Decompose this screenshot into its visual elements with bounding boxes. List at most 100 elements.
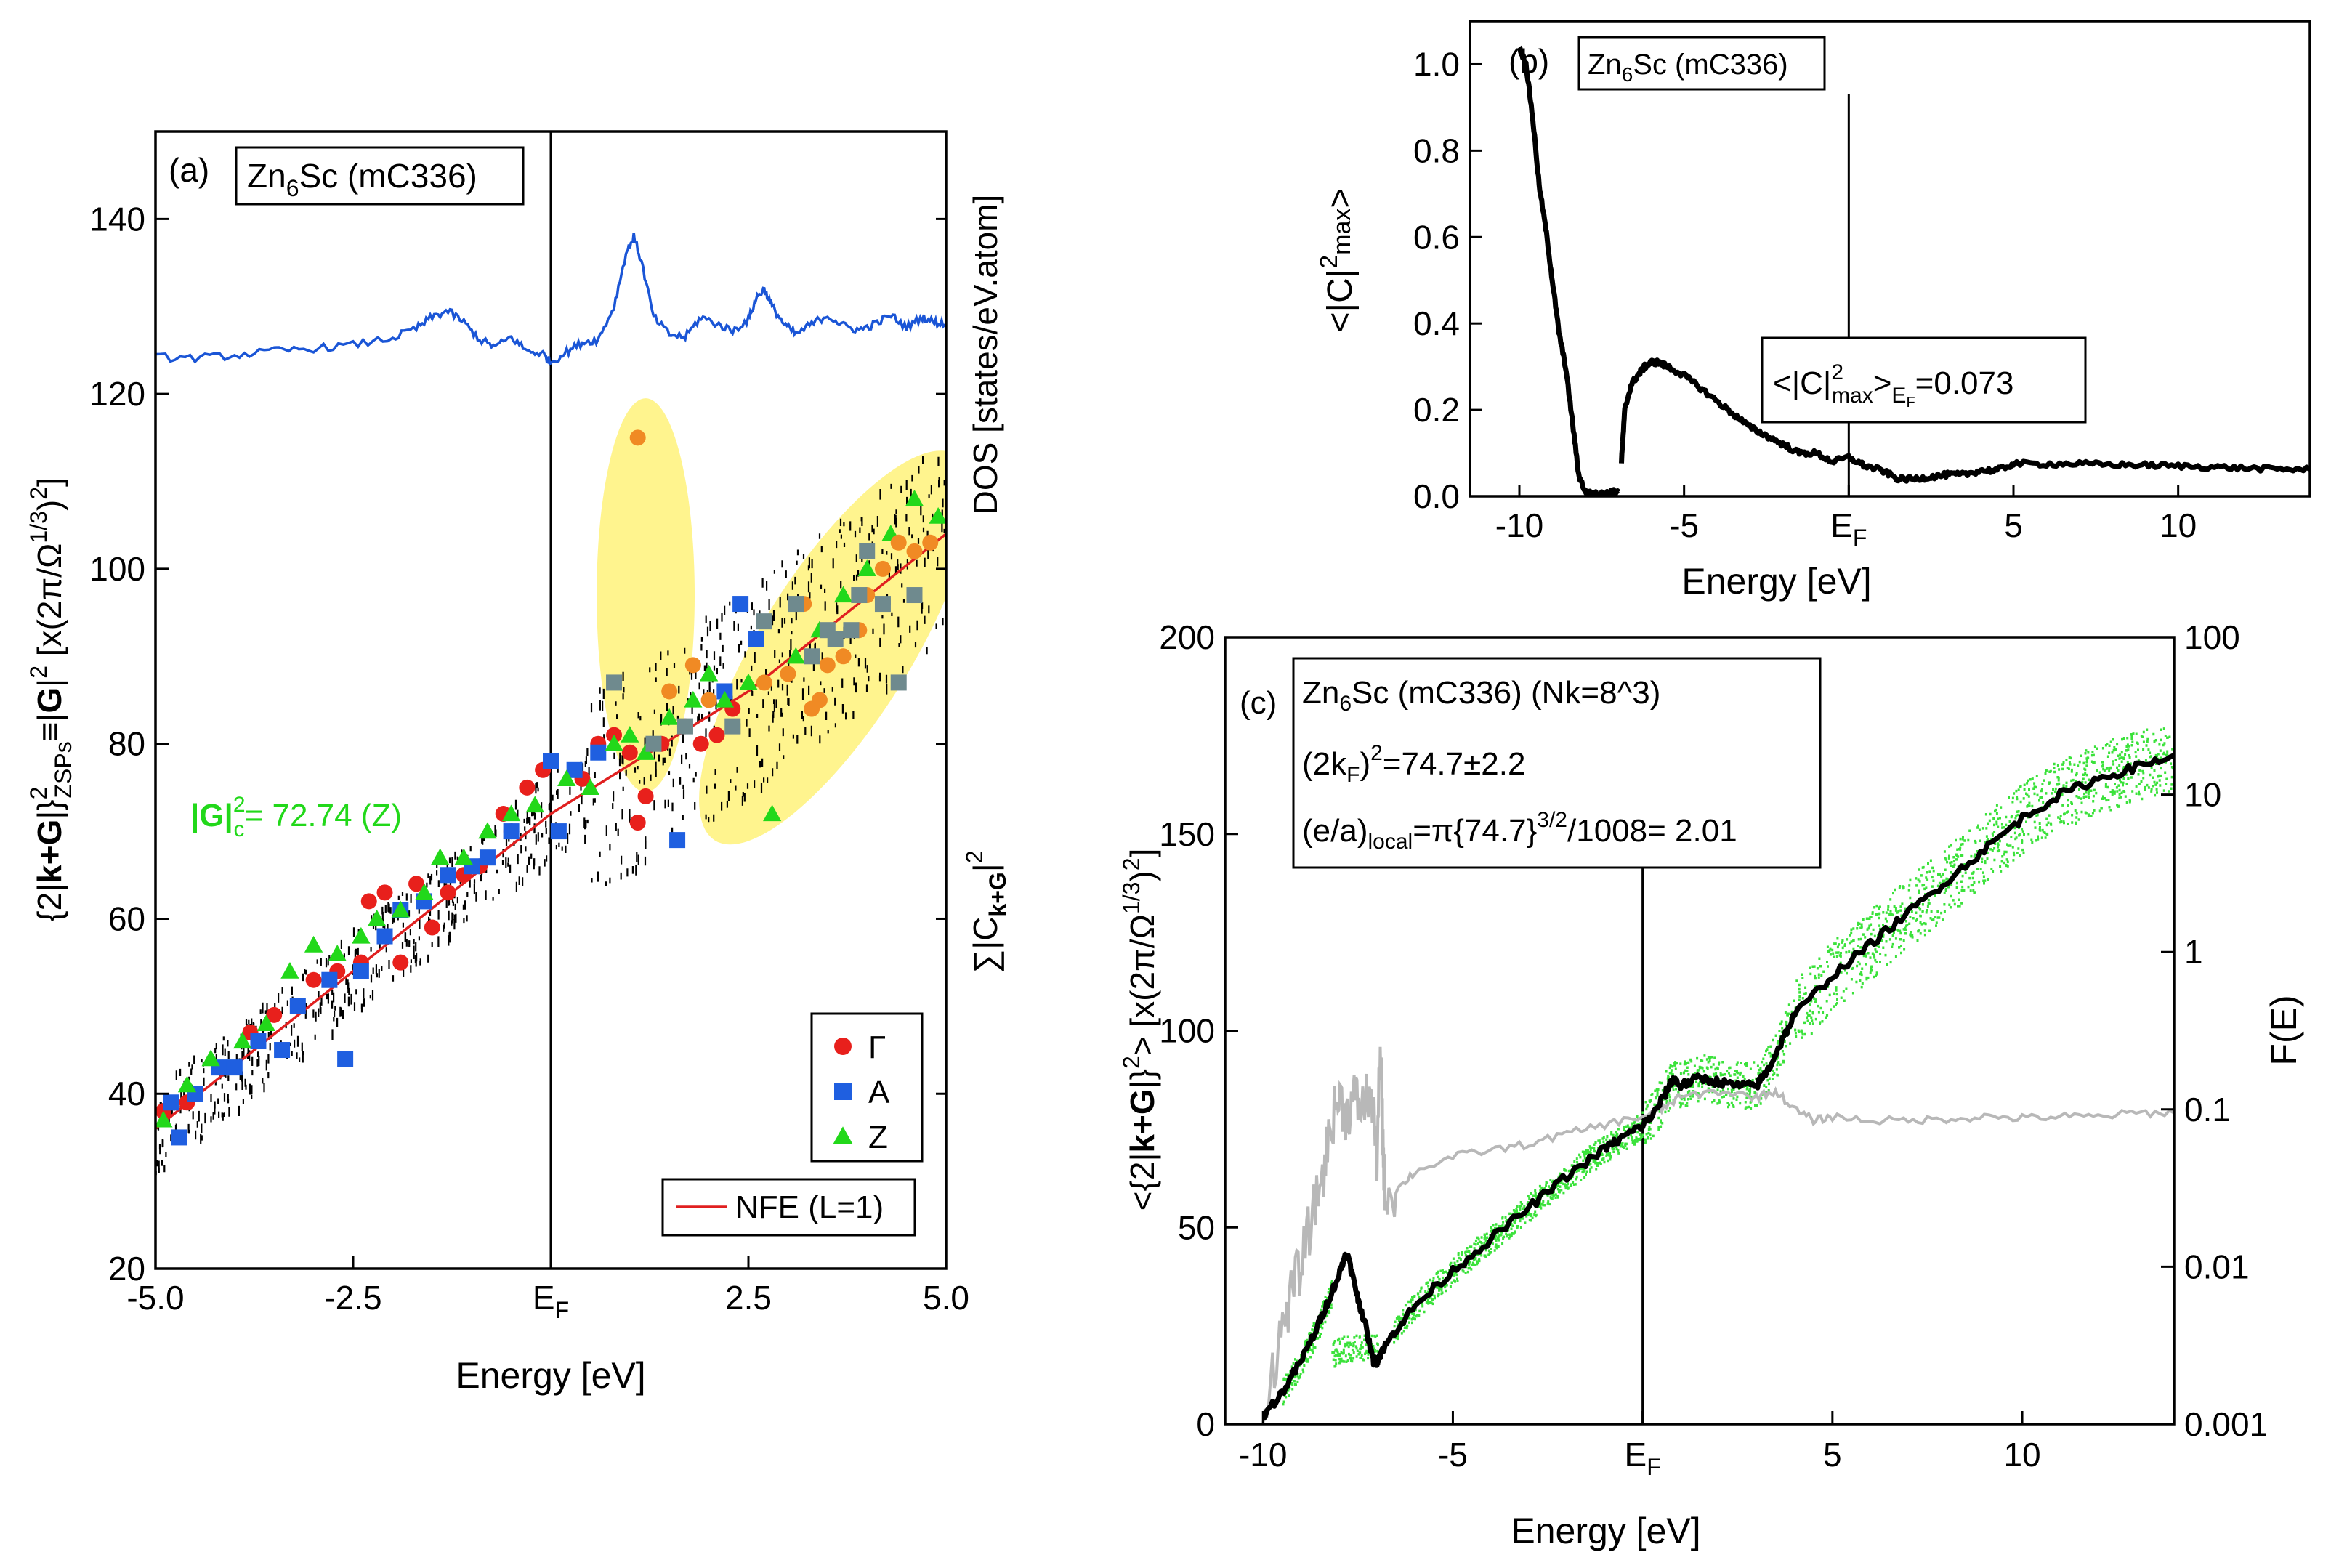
x-tick-label: 10 <box>2160 506 2197 544</box>
dos-curve <box>155 233 946 367</box>
marker-triangle-point <box>739 673 758 690</box>
marker-triangle-point <box>929 507 946 524</box>
x-tick-label: EF <box>1625 1436 1661 1480</box>
marker-triangle-point <box>833 586 853 603</box>
marker-triangle-point <box>280 962 299 979</box>
marker-triangle-point <box>905 489 924 506</box>
marker-square-point <box>274 1042 291 1059</box>
fermi-wavevector-label: (2kF)2=74.7±2.2 <box>1302 741 1525 787</box>
marker-triangle-point <box>605 735 623 751</box>
marker-triangle-point <box>621 726 639 743</box>
fe-curve <box>1261 1046 2174 1424</box>
marker-square-point <box>606 674 623 691</box>
marker-square-point <box>226 1059 243 1076</box>
legend-triangle-icon <box>833 1126 853 1145</box>
x-tick-label: -2.5 <box>324 1279 381 1317</box>
highlight-regions <box>597 398 946 845</box>
y-tick-label: 150 <box>1159 815 1215 853</box>
marker-triangle-point <box>177 1075 197 1093</box>
marker-circle-point <box>756 674 772 691</box>
compound-label: Zn6Sc (mC336) (Nk=8^3) <box>1302 675 1660 716</box>
marker-triangle-point <box>684 690 703 708</box>
marker-triangle-point <box>328 944 347 961</box>
marker-square-point <box>851 587 868 604</box>
legend-label: Γ <box>868 1030 886 1065</box>
right-axis-label-dos: DOS [states/eV.atom] <box>966 195 1004 515</box>
cmax-curve-segment <box>1619 357 2310 484</box>
marker-square-point <box>827 631 844 647</box>
x-tick-label: -5.0 <box>126 1279 184 1317</box>
marker-square-point <box>788 596 804 613</box>
marker-square-point <box>804 648 820 665</box>
marker-circle-point <box>700 692 717 708</box>
y-tick-label: 140 <box>89 200 145 238</box>
marker-square-point <box>440 867 456 884</box>
marker-triangle-point <box>525 796 544 813</box>
marker-circle-point <box>890 534 907 551</box>
marker-series <box>155 429 946 1146</box>
marker-triangle-point <box>367 909 387 926</box>
marker-triangle-point <box>699 664 719 682</box>
marker-circle-point <box>376 884 393 901</box>
x-tick-label: 5 <box>1823 1436 1842 1474</box>
y-tick-label: 20 <box>108 1250 145 1288</box>
marker-circle-point <box>621 744 638 761</box>
y-tick-label: 1.0 <box>1413 45 1460 83</box>
x-axis-label: Energy [eV] <box>1681 561 1871 602</box>
y-tick-label: 0.4 <box>1413 304 1460 342</box>
nfe-line-group <box>155 533 946 1130</box>
marker-circle-point <box>424 919 440 936</box>
x-tick-label: 5 <box>2004 506 2023 544</box>
marker-circle-point <box>692 735 709 752</box>
plot-frame <box>1469 20 2311 498</box>
marker-triangle-point <box>352 926 371 944</box>
marker-square-point <box>906 587 923 604</box>
marker-circle-point <box>440 884 456 901</box>
panel-a: -5.0 -2.5 EF 2.5 5.0 20 40 60 80 100 120 140 (a) Z… <box>25 130 1011 1396</box>
x-tick-label: EF <box>533 1279 569 1323</box>
y-tick-label: 50 <box>1178 1208 1215 1246</box>
marker-triangle-point <box>660 708 679 725</box>
marker-triangle-point <box>391 900 410 918</box>
marker-circle-point <box>835 648 852 665</box>
x-tick-label: 10 <box>2003 1436 2040 1474</box>
right-axis-label: F(E) <box>2263 995 2304 1065</box>
green-scatter-points <box>1282 720 2174 1406</box>
y-tick-label: 0 <box>1196 1405 1215 1443</box>
y-tick-label: 100 <box>89 550 145 588</box>
marker-circle-point <box>684 657 701 674</box>
x-tick-label: EF <box>1830 506 1867 551</box>
marker-triangle-point <box>786 647 805 664</box>
marker-square-point <box>250 1033 267 1049</box>
highlight-ellipse-1 <box>699 450 946 845</box>
y-tick-label: 100 <box>1159 1012 1215 1050</box>
nfe-legend-label: NFE (L=1) <box>735 1189 884 1225</box>
compound-box <box>1577 36 1826 91</box>
x-axis-ticks: -10 -5 EF 5 10 <box>1495 485 2197 551</box>
legend-label: Z <box>868 1120 888 1155</box>
right-axis-label-sum: ∑|Ck+G|2 <box>961 850 1011 973</box>
marker-triangle-point <box>454 848 473 865</box>
y2-tick-label: 0.1 <box>2184 1091 2231 1128</box>
y-tick-label: 0.6 <box>1413 218 1460 256</box>
marker-square-point <box>590 744 607 761</box>
marker-circle-point <box>360 893 377 910</box>
marker-legend: ΓAZ <box>833 1030 890 1155</box>
cmax-curve-group <box>1517 45 2310 496</box>
marker-square-point <box>756 613 772 630</box>
x-tick-label: 2.5 <box>725 1279 772 1317</box>
x-axis-ticks: -5.0 -2.5 EF 2.5 5.0 <box>126 1256 969 1323</box>
y-tick-label: 0.8 <box>1413 132 1460 169</box>
marker-square-point <box>843 622 860 639</box>
marker-triangle-point <box>201 1049 220 1067</box>
y-tick-label: 0.2 <box>1413 391 1460 429</box>
legend-square-icon <box>834 1083 852 1100</box>
panel-c: -10 -5 EF 5 10 0 50 100 150 200 0.001 0.01 0.1 1 10 1… <box>1118 618 2304 1551</box>
value-box <box>1761 336 2087 424</box>
x-tick-label: -10 <box>1239 1436 1287 1474</box>
y2-axis-ticks: 0.001 0.01 0.1 1 10 100 <box>2161 618 2268 1443</box>
marker-circle-point <box>906 543 923 559</box>
marker-triangle-point <box>557 769 576 786</box>
marker-circle-point <box>780 666 796 682</box>
